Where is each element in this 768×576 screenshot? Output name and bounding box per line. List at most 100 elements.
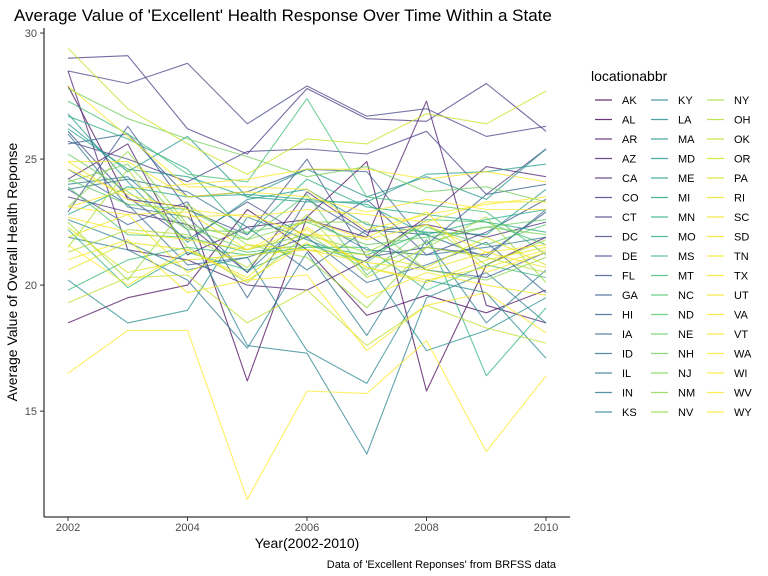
legend-label: IN (622, 388, 633, 400)
x-tick-label: 2010 (534, 522, 558, 534)
legend-label: OH (734, 115, 751, 127)
legend-label: ND (678, 310, 694, 322)
series-line-va (67, 168, 546, 223)
legend-label: CO (622, 193, 639, 205)
legend-label: IA (622, 329, 633, 341)
legend-label: HI (622, 310, 633, 322)
chart-title: Average Value of 'Excellent' Health Resp… (14, 6, 552, 25)
y-tick-label: 30 (25, 28, 37, 40)
legend-label: NC (678, 290, 694, 302)
legend-label: DE (622, 251, 637, 263)
legend-item-hi: HI (595, 310, 633, 322)
series-line-wv (67, 329, 547, 500)
legend-item-wa: WA (707, 349, 752, 361)
series-line-dc (67, 62, 547, 137)
legend-label: IL (622, 368, 631, 380)
legend-item-ny: NY (707, 95, 750, 107)
y-axis-ticks: 15 20 25 30 (25, 28, 44, 418)
legend-item-mn: MN (651, 212, 695, 224)
series-line-wy (67, 244, 547, 352)
legend-label: CT (622, 212, 637, 224)
legend-label: KY (678, 95, 693, 107)
legend-label: AK (622, 95, 637, 107)
legend-label: MI (678, 193, 690, 205)
legend-item-ky: KY (651, 95, 693, 107)
legend-item-ms: MS (651, 251, 695, 263)
legend-label: PA (734, 173, 749, 185)
legend-item-nm: NM (651, 388, 695, 400)
legend-item-ok: OK (707, 134, 751, 146)
legend-label: WA (734, 349, 752, 361)
legend-item-co: CO (595, 193, 639, 205)
legend-label: MD (678, 154, 695, 166)
x-tick-label: 2006 (295, 522, 319, 534)
series-line-la (67, 216, 547, 352)
series-line-nc (67, 186, 547, 263)
legend-item-va: VA (707, 310, 749, 322)
legend-label: MO (678, 232, 696, 244)
series-line-in (67, 236, 547, 349)
legend-label: NY (734, 95, 750, 107)
legend-item-nc: NC (651, 290, 694, 302)
legend-label: ID (622, 349, 633, 361)
legend-label: NJ (678, 368, 691, 380)
legend-item-la: LA (651, 115, 692, 127)
legend-item-pa: PA (707, 173, 749, 185)
legend-item-wi: WI (707, 368, 747, 380)
series-line-tn (67, 239, 547, 299)
x-axis-ticks: 2002 2004 2006 2008 2010 (56, 517, 558, 534)
legend-item-az: AZ (595, 154, 636, 166)
y-tick-label: 25 (25, 154, 37, 166)
legend-label: MT (678, 271, 694, 283)
plot-area (67, 47, 547, 500)
series-line-nm (67, 150, 547, 281)
series-line-mt (67, 98, 547, 256)
legend-item-mi: MI (651, 193, 690, 205)
legend-label: NH (678, 349, 694, 361)
legend-label: SD (734, 232, 749, 244)
legend-item-ak: AK (595, 95, 637, 107)
legend-item-dc: DC (595, 232, 638, 244)
legend-label: MS (678, 251, 695, 263)
legend-label: UT (734, 290, 749, 302)
series-line-ca (67, 191, 547, 274)
x-axis-title: Year(2002-2010) (255, 535, 360, 551)
legend-label: WI (734, 368, 747, 380)
y-axis-title: Average Value of Overall Health Reponse (4, 142, 20, 401)
series-line-ky (67, 219, 547, 384)
series-line-me (67, 128, 547, 203)
x-tick-label: 2002 (56, 522, 80, 534)
legend-item-in: IN (595, 388, 633, 400)
legend-label: MN (678, 212, 695, 224)
legend-item-ga: GA (595, 290, 639, 302)
legend-item-nj: NJ (651, 368, 691, 380)
legend-label: FL (622, 271, 635, 283)
legend-label: GA (622, 290, 639, 302)
legend-label: SC (734, 212, 749, 224)
legend-label: WV (734, 388, 752, 400)
series-line-ut (67, 168, 547, 208)
legend-item-nv: NV (651, 407, 694, 419)
legend-label: NV (678, 407, 694, 419)
series-line-vt (67, 85, 547, 231)
legend-item-wy: WY (707, 407, 752, 419)
legend-item-il: IL (595, 368, 631, 380)
series-line-wi (67, 206, 547, 253)
y-tick-label: 15 (25, 406, 37, 418)
legend-label: LA (678, 115, 692, 127)
chart-caption: Data of 'Excellent Reponses' from BRFSS … (327, 559, 557, 571)
y-tick-label: 20 (25, 280, 37, 292)
legend-label: KS (622, 407, 637, 419)
legend-label: RI (734, 193, 745, 205)
legend-item-ar: AR (595, 134, 637, 146)
legend-label: VA (734, 310, 749, 322)
series-line-mn (67, 115, 547, 236)
series-line-ri (67, 226, 547, 284)
legend-title: locationabbr (591, 68, 668, 84)
legend-item-sd: SD (707, 232, 749, 244)
legend-label: WY (734, 407, 752, 419)
legend-item-ct: CT (595, 212, 637, 224)
legend-item-oh: OH (707, 115, 751, 127)
series-line-wa (68, 161, 546, 213)
